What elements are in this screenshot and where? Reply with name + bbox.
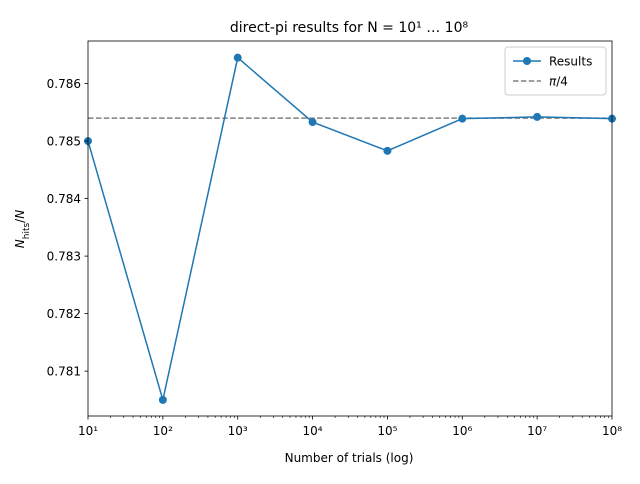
axis-ticks: 10¹ 10² 10³ 10⁴ 10⁵ 10⁶ 10⁷ 10⁸ 0.781 0.782 0.783 0… [47, 77, 623, 438]
series-line [87, 56, 613, 401]
x-tick-label: 10⁷ [527, 424, 547, 438]
plot-area [84, 53, 616, 404]
x-tick-label: 10³ [228, 424, 248, 438]
x-tick-label: 10¹ [78, 424, 98, 438]
plot-frame [87, 40, 613, 417]
legend-label: Results [549, 55, 592, 69]
x-tick-label: 10⁸ [602, 424, 622, 438]
x-axis-title: Number of trials (log) [285, 451, 414, 465]
data-point [383, 146, 392, 155]
y-axis-title: Nhits/N [13, 210, 32, 248]
x-tick-label: 10⁶ [452, 424, 472, 438]
x-tick-label: 10² [153, 424, 173, 438]
chart-title: direct-pi results for N = 10¹ … 10⁸ [230, 20, 469, 36]
data-point [158, 395, 167, 404]
legend-marker-swatch [523, 57, 531, 65]
data-point [233, 53, 242, 62]
y-tick-label: 0.785 [47, 135, 81, 149]
y-tick-label: 0.786 [47, 77, 81, 91]
data-point [458, 114, 467, 123]
x-tick-label: 10⁴ [303, 424, 323, 438]
y-tick-label: 0.784 [47, 192, 81, 206]
legend-item: π/4 [513, 75, 568, 89]
y-tick-label: 0.781 [47, 365, 81, 379]
data-point [308, 118, 317, 127]
legend-item: Results [513, 55, 592, 69]
legend-label: π/4 [549, 75, 568, 89]
data-point [533, 112, 542, 121]
legend: Results π/4 [504, 46, 607, 96]
y-tick-label: 0.782 [47, 307, 81, 321]
y-tick-label: 0.783 [47, 250, 81, 264]
x-tick-label: 10⁵ [377, 424, 397, 438]
